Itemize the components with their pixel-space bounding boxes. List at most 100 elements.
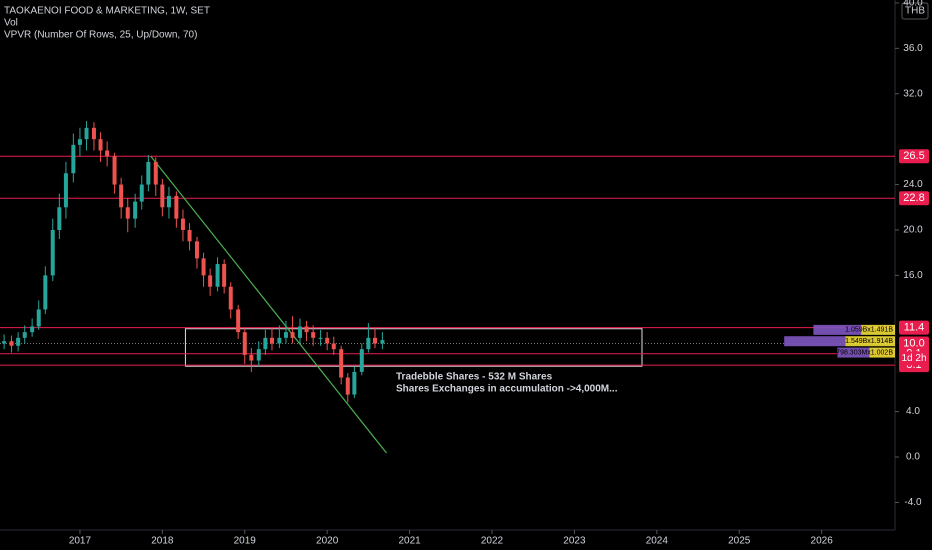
candle-body — [215, 264, 220, 287]
candle-body — [201, 258, 206, 276]
y-tick-label: -4.0 — [904, 497, 922, 508]
candle-body — [166, 195, 171, 208]
currency-box[interactable] — [901, 2, 929, 20]
candle-body — [22, 332, 27, 338]
candle-body — [208, 275, 213, 287]
candle-body — [311, 332, 316, 338]
vpvr-label: 1.549Bx1.914B — [845, 338, 893, 345]
vpvr-down — [813, 324, 862, 335]
candle-body — [366, 337, 371, 350]
x-tick-label: 2019 — [234, 536, 257, 547]
candle-body — [339, 349, 344, 378]
candle-body — [194, 241, 199, 259]
candle-body — [98, 139, 103, 151]
x-tick-label: 2022 — [481, 536, 504, 547]
candle-body — [372, 337, 377, 344]
candle-body — [345, 377, 350, 395]
x-tick-label: 2025 — [728, 536, 751, 547]
x-tick-label: 2021 — [398, 536, 421, 547]
y-tick-label: 20.0 — [903, 225, 923, 236]
candle-body — [125, 207, 130, 219]
candle-body — [50, 229, 55, 276]
y-tick-label: 36.0 — [903, 43, 923, 54]
y-tick-label: 16.0 — [903, 270, 923, 281]
vpvr-down — [837, 347, 870, 358]
vpvr-legend: VPVR (Number Of Rows, 25, Up/Down, 70) — [4, 30, 197, 41]
candle-body — [249, 354, 254, 361]
candle-body — [119, 184, 124, 208]
y-tick-label: 4.0 — [906, 406, 920, 417]
range-box — [184, 328, 643, 367]
vpvr-down — [784, 336, 846, 347]
candle-body — [304, 326, 309, 333]
x-tick-label: 2017 — [69, 536, 92, 547]
candle-body — [359, 349, 364, 372]
countdown-box — [899, 351, 929, 366]
price-label: 11.4 — [904, 322, 925, 334]
countdown: 1d 2h — [901, 353, 926, 364]
candle-body — [160, 184, 165, 208]
y-tick-label: 32.0 — [903, 88, 923, 99]
candle-body — [112, 156, 117, 185]
vpvr-label: 798.303Mx1.002B — [836, 349, 893, 356]
candle-body — [105, 150, 110, 157]
candle-body — [174, 195, 179, 219]
y-tick-label: 24.0 — [903, 179, 923, 190]
candle-body — [331, 343, 336, 350]
candle-body — [256, 349, 261, 361]
x-tick-label: 2024 — [646, 536, 669, 547]
candle-body — [318, 337, 323, 339]
annotation: Tradebble Shares - 532 M Shares — [396, 372, 553, 383]
candle-body — [283, 332, 288, 338]
candle-body — [325, 337, 330, 344]
annotation: Shares Exchanges in accumulation ->4,000… — [396, 384, 618, 395]
candle-body — [146, 161, 151, 185]
candle-body — [222, 264, 227, 287]
candle-body — [77, 139, 82, 145]
vpvr-up — [869, 347, 895, 358]
vpvr-up — [861, 324, 895, 335]
candle-body — [63, 173, 68, 208]
candle-body — [57, 207, 62, 230]
candle-body — [36, 309, 41, 327]
candle-body — [43, 275, 48, 310]
candle-body — [16, 337, 21, 346]
price-label-box — [899, 320, 929, 335]
symbol-title: TAOKAENOI FOOD & MARKETING, 1W, SET — [4, 6, 210, 17]
candle-body — [187, 229, 192, 242]
x-tick-label: 2020 — [316, 536, 339, 547]
candle-body — [71, 144, 76, 174]
price-label-box — [899, 149, 929, 164]
candle-body — [380, 340, 385, 344]
candle-body — [139, 184, 144, 202]
candle-body — [133, 201, 138, 219]
candle-body — [277, 337, 282, 344]
candle-body — [9, 341, 14, 346]
x-tick-label: 2026 — [811, 536, 834, 547]
candle-body — [236, 309, 241, 333]
currency[interactable]: THB — [905, 6, 925, 17]
vpvr-label: 1.059Bx1.491B — [845, 327, 893, 334]
y-tick-label: 40.0 — [903, 0, 923, 9]
candle-body — [297, 326, 302, 338]
candle-body — [91, 127, 96, 140]
candle-body — [180, 218, 185, 230]
candle-body — [84, 127, 89, 140]
candle-body — [153, 161, 158, 185]
y-tick-label: 0.0 — [906, 452, 920, 463]
candle-body — [228, 286, 233, 310]
candle-body — [263, 337, 268, 350]
candle-body — [269, 337, 274, 344]
x-tick-label: 2018 — [151, 536, 174, 547]
volume-legend: Vol — [4, 18, 18, 29]
candle-body — [30, 326, 35, 333]
candle-body — [290, 332, 295, 338]
price-label: 10.0 — [903, 337, 924, 349]
x-tick-label: 2023 — [563, 536, 586, 547]
candle-body — [2, 341, 7, 344]
candle-body — [242, 332, 247, 355]
vpvr-up — [845, 336, 895, 347]
trendline — [150, 155, 387, 454]
